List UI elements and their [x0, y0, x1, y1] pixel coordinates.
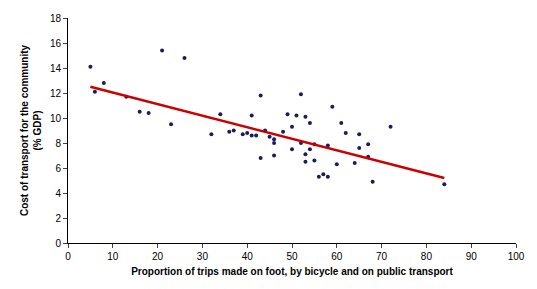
svg-text:20: 20 — [152, 251, 164, 262]
svg-text:100: 100 — [508, 251, 525, 262]
svg-text:40: 40 — [242, 251, 254, 262]
svg-text:10: 10 — [50, 113, 62, 124]
svg-text:12: 12 — [50, 88, 62, 99]
svg-text:10: 10 — [107, 251, 119, 262]
svg-text:0: 0 — [55, 238, 61, 249]
svg-text:50: 50 — [286, 251, 298, 262]
svg-text:18: 18 — [50, 13, 62, 24]
svg-text:Cost of transport for the comm: Cost of transport for the community(% GD… — [19, 45, 43, 217]
svg-text:0: 0 — [65, 251, 71, 262]
svg-text:Proportion of trips made on fo: Proportion of trips made on foot, by bic… — [131, 266, 453, 277]
svg-text:4: 4 — [55, 188, 61, 199]
svg-text:6: 6 — [55, 163, 61, 174]
svg-text:14: 14 — [50, 63, 62, 74]
svg-text:2: 2 — [55, 213, 61, 224]
svg-text:80: 80 — [421, 251, 433, 262]
svg-text:60: 60 — [331, 251, 343, 262]
svg-text:8: 8 — [55, 138, 61, 149]
svg-text:90: 90 — [466, 251, 478, 262]
svg-text:70: 70 — [376, 251, 388, 262]
svg-text:30: 30 — [197, 251, 209, 262]
svg-text:16: 16 — [50, 38, 62, 49]
